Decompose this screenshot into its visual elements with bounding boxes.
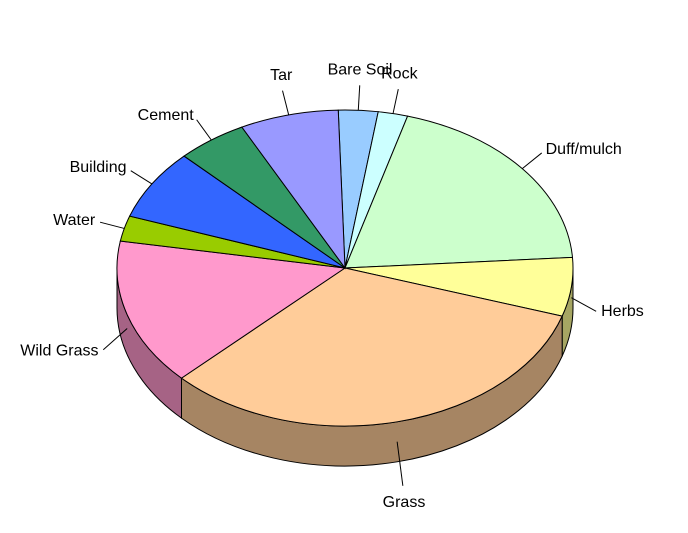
leader-line (571, 297, 597, 312)
slice-label: Cement (138, 107, 195, 124)
slice-label: Tar (270, 67, 293, 84)
slice-label: Building (70, 159, 127, 176)
slice-label: Bare Soil (328, 62, 393, 79)
slice (241, 109, 346, 270)
leader-line (357, 85, 361, 111)
slice (116, 240, 347, 379)
leader-line (392, 89, 399, 114)
slice-label: Wild Grass (20, 342, 98, 359)
slice (128, 155, 346, 269)
slice-label: Water (53, 212, 96, 229)
slice-label: Duff/mulch (546, 141, 622, 158)
leader-line (99, 221, 125, 229)
slice (344, 115, 574, 269)
leader-line (396, 441, 404, 486)
leader-line (102, 328, 128, 351)
leader-line (196, 119, 212, 141)
slice-label: Rock (381, 65, 418, 82)
leader-line (521, 152, 543, 170)
slice-label: Herbs (601, 303, 644, 320)
slice (180, 267, 563, 427)
leader-line (282, 90, 290, 116)
slice-label: Grass (383, 494, 426, 511)
leader-line (130, 170, 153, 185)
